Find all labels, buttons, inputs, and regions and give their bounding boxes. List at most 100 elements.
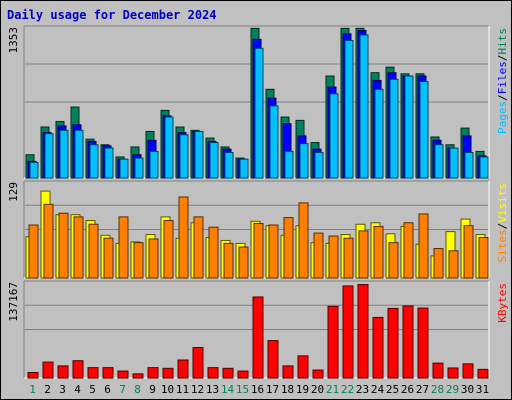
bar-pages-day-17	[269, 105, 279, 179]
bar-kbytes-day-26	[402, 305, 414, 379]
bar-pages-day-21	[329, 93, 339, 179]
bar-sites-day-19	[298, 202, 309, 279]
legend-visits-sites: Sites/Visits	[496, 183, 509, 263]
bar-pages-day-3	[59, 129, 69, 179]
bar-kbytes-day-17	[267, 340, 279, 379]
bar-kbytes-day-27	[417, 307, 429, 379]
bar-sites-day-28	[433, 248, 444, 279]
legend-part: Visits	[496, 183, 509, 223]
bar-sites-day-18	[283, 217, 294, 279]
bar-kbytes-day-18	[282, 365, 294, 379]
x-tick-label-11: 11	[176, 383, 189, 396]
bar-pages-day-26	[404, 75, 414, 179]
chart-title: Daily usage for December 2024	[7, 8, 217, 22]
x-tick-label-17: 17	[266, 383, 279, 396]
bar-pages-day-1	[29, 161, 39, 179]
x-tick-label-23: 23	[356, 383, 369, 396]
bar-pages-day-2	[44, 133, 54, 179]
bar-kbytes-day-6	[102, 367, 114, 379]
bar-pages-day-11	[179, 134, 189, 179]
bar-kbytes-day-22	[342, 285, 354, 379]
bar-kbytes-day-23	[357, 284, 369, 379]
x-tick-label-7: 7	[119, 383, 126, 396]
bar-kbytes-day-19	[297, 355, 309, 379]
bar-pages-day-19	[299, 143, 309, 179]
bar-pages-day-20	[314, 152, 324, 179]
bar-pages-day-8	[134, 157, 144, 179]
bar-sites-day-23	[358, 230, 369, 279]
bar-kbytes-day-16	[252, 296, 264, 379]
bar-sites-day-20	[313, 232, 324, 279]
x-tick-label-30: 30	[461, 383, 474, 396]
x-tick-label-10: 10	[161, 383, 174, 396]
bar-sites-day-14	[223, 242, 234, 279]
bar-sites-day-13	[208, 226, 219, 279]
bar-sites-day-9	[148, 238, 159, 279]
x-tick-label-26: 26	[401, 383, 414, 396]
bar-pages-day-12	[194, 130, 204, 179]
x-tick-label-28: 28	[431, 383, 444, 396]
bar-pages-day-6	[104, 147, 114, 179]
x-tick-label-5: 5	[89, 383, 96, 396]
bar-pages-day-27	[419, 81, 429, 179]
bar-kbytes-day-3	[57, 365, 69, 379]
legend-kbytes: KBytes	[496, 283, 509, 323]
x-tick-label-4: 4	[74, 383, 81, 396]
bar-pages-day-25	[389, 78, 399, 179]
legend-part: /	[496, 55, 509, 62]
bar-sites-day-27	[418, 213, 429, 279]
x-tick-label-21: 21	[326, 383, 339, 396]
bar-sites-day-5	[88, 223, 99, 279]
x-tick-label-14: 14	[221, 383, 235, 396]
x-tick-label-20: 20	[311, 383, 324, 396]
x-tick-label-8: 8	[134, 383, 141, 396]
bar-pages-day-24	[374, 88, 384, 179]
bar-pages-day-7	[119, 158, 129, 179]
x-tick-label-27: 27	[416, 383, 429, 396]
bar-pages-day-30	[464, 152, 474, 179]
legend-part: KBytes	[496, 283, 509, 323]
bar-kbytes-day-14	[222, 367, 234, 379]
bar-sites-day-2	[43, 203, 54, 279]
x-tick-label-31: 31	[476, 383, 489, 396]
bar-kbytes-day-9	[147, 367, 159, 379]
bar-kbytes-day-25	[387, 307, 399, 379]
bar-kbytes-day-24	[372, 316, 384, 379]
bar-pages-day-13	[209, 142, 219, 179]
bar-pages-day-16	[254, 47, 264, 179]
x-tick-label-13: 13	[206, 383, 219, 396]
bar-kbytes-day-29	[447, 367, 459, 379]
bar-kbytes-day-30	[462, 363, 474, 379]
x-tick-label-19: 19	[296, 383, 309, 396]
bar-kbytes-day-12	[192, 347, 204, 379]
bar-sites-day-16	[253, 223, 264, 279]
bar-kbytes-day-21	[327, 305, 339, 379]
bar-sites-day-25	[388, 242, 399, 279]
x-tick-label-6: 6	[104, 383, 111, 396]
y-max-label: 1353	[7, 27, 20, 54]
y-max-label: 137167	[7, 282, 20, 322]
legend-part: Files	[496, 61, 509, 94]
legend-part: /	[496, 94, 509, 101]
bar-sites-day-30	[463, 225, 474, 279]
bar-sites-day-1	[28, 224, 39, 279]
bar-sites-day-26	[403, 222, 414, 279]
bar-pages-day-29	[449, 147, 459, 179]
bar-kbytes-day-15	[237, 370, 249, 379]
legend-part: Hits	[496, 28, 509, 55]
bar-sites-day-8	[133, 242, 144, 279]
bar-sites-day-24	[373, 225, 384, 279]
bar-pages-day-23	[359, 34, 369, 179]
bar-kbytes-day-13	[207, 367, 219, 379]
legend-hits-files-pages: Pages/Files/Hits	[496, 28, 509, 134]
bar-kbytes-day-8	[132, 373, 144, 379]
bar-pages-day-5	[89, 144, 99, 179]
bar-kbytes-day-5	[87, 367, 99, 379]
bar-kbytes-day-7	[117, 370, 129, 379]
bar-pages-day-4	[74, 129, 84, 179]
x-tick-label-1: 1	[29, 383, 36, 396]
bar-sites-day-6	[103, 237, 114, 279]
bar-pages-day-18	[284, 150, 294, 179]
x-tick-label-29: 29	[446, 383, 459, 396]
bar-sites-day-3	[58, 212, 69, 279]
